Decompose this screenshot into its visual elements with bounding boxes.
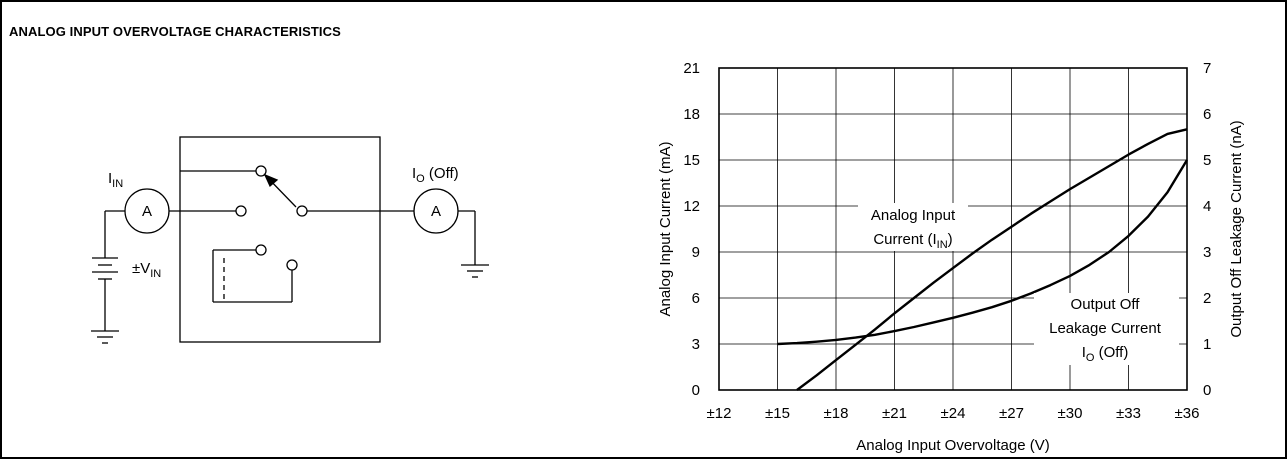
y-right-tick-label: 2 xyxy=(1203,290,1211,307)
series-1-line xyxy=(796,128,1188,391)
series-2-line xyxy=(777,159,1189,346)
series1-label-line1: Analog Input xyxy=(871,207,956,224)
switch2-contact xyxy=(255,244,267,256)
series2-label-line1: Output Off xyxy=(1071,296,1141,313)
y-right-tick-label: 5 xyxy=(1203,152,1211,169)
x-tick-label: ±36 xyxy=(1175,405,1200,422)
series2-label-bg xyxy=(1034,293,1179,365)
x-tick-label: ±21 xyxy=(882,405,907,422)
series2-label-line2: Leakage Current xyxy=(1049,320,1162,337)
switch-top-contact xyxy=(255,165,267,177)
y-right-tick-label: 3 xyxy=(1203,244,1211,261)
x-tick-label: ±18 xyxy=(824,405,849,422)
ammeter-left xyxy=(124,188,170,234)
y-right-tick-label: 1 xyxy=(1203,336,1211,353)
x-axis-ticks: ±12 ±15 ±18 ±21 ±24 ±27 ±30 ±33 ±36 xyxy=(707,405,1200,422)
x-axis-label: Analog Input Overvoltage (V) xyxy=(856,437,1049,454)
y-left-axis-ticks: 0 3 6 9 12 15 18 21 xyxy=(683,60,700,399)
ammeter-left-label: A xyxy=(142,203,152,220)
y-right-tick-label: 7 xyxy=(1203,60,1211,77)
chart-series-layer xyxy=(777,128,1189,391)
plot-area-border xyxy=(718,67,1188,391)
y-left-tick-label: 15 xyxy=(683,152,700,169)
y-left-tick-label: 9 xyxy=(692,244,700,261)
figure-title: ANALOG INPUT OVERVOLTAGE CHARACTERISTICS xyxy=(9,24,341,39)
y-right-tick-label: 4 xyxy=(1203,198,1211,215)
x-tick-label: ±12 xyxy=(707,405,732,422)
x-tick-label: ±30 xyxy=(1058,405,1083,422)
switch-arrow-head xyxy=(263,173,279,188)
y-left-tick-label: 6 xyxy=(692,290,700,307)
series1-label-line2: Current (IIN) xyxy=(873,231,952,251)
ammeter-right-label: A xyxy=(431,203,441,220)
vin-label: ±VIN xyxy=(132,260,161,280)
x-tick-label: ±33 xyxy=(1116,405,1141,422)
y-left-tick-label: 3 xyxy=(692,336,700,353)
x-tick-label: ±15 xyxy=(765,405,790,422)
switch-box xyxy=(179,136,381,343)
y-right-tick-label: 0 xyxy=(1203,382,1211,399)
y-left-tick-label: 21 xyxy=(683,60,700,77)
y-right-axis-ticks: 0 1 2 3 4 5 6 7 xyxy=(1203,60,1211,399)
x-tick-label: ±27 xyxy=(999,405,1024,422)
y-left-tick-label: 0 xyxy=(692,382,700,399)
series1-label-bg xyxy=(858,203,968,251)
switch-input-contact xyxy=(235,205,247,217)
y-right-tick-label: 6 xyxy=(1203,106,1211,123)
iin-label: IIN xyxy=(108,170,123,190)
y-right-axis-label: Output Off Leakage Current (nA) xyxy=(1228,120,1245,337)
io-off-label: IO (Off) xyxy=(412,165,459,185)
series2-label-line3: IO (Off) xyxy=(1082,344,1129,364)
x-tick-label: ±24 xyxy=(941,405,966,422)
y-left-axis-label: Analog Input Current (mA) xyxy=(657,141,674,316)
y-left-tick-label: 12 xyxy=(683,198,700,215)
y-left-tick-label: 18 xyxy=(683,106,700,123)
